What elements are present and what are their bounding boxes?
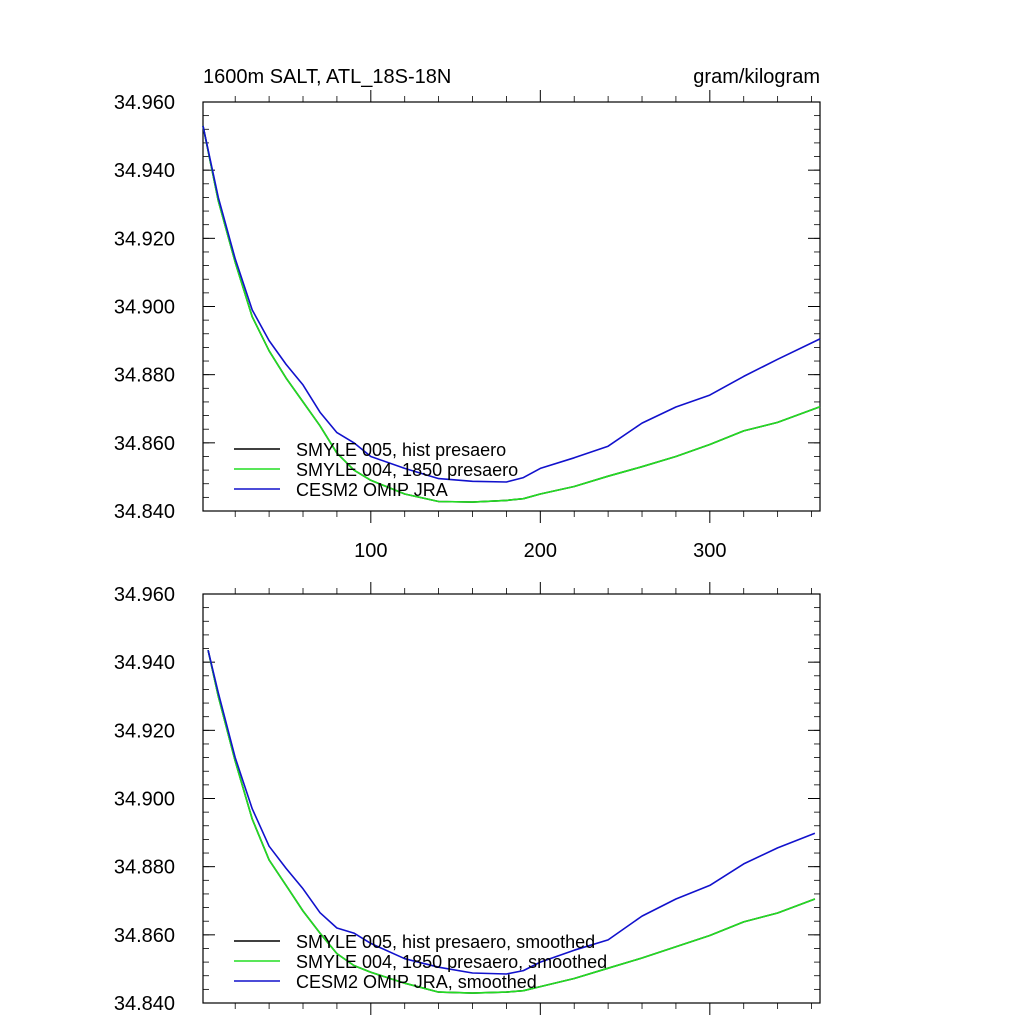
top-panel: 34.960 34.940 34.920 34.900 34.880 34.860 34.8… xyxy=(114,90,821,562)
legend-label: SMYLE 004, 1850 presaero xyxy=(296,460,518,480)
y-tick-label: 34.960 xyxy=(114,584,175,606)
legend-label: CESM2 OMIP JRA xyxy=(296,480,448,500)
y-tick-label: 34.840 xyxy=(114,993,175,1015)
y-tick-label: 34.960 xyxy=(114,92,175,114)
legend-label: SMYLE 005, hist presaero, smoothed xyxy=(296,932,595,952)
y-tick-label: 34.900 xyxy=(114,297,175,319)
y-tick-label: 34.940 xyxy=(114,652,175,674)
y-tick-label: 34.880 xyxy=(114,365,175,387)
y-tick-label: 34.940 xyxy=(114,160,175,182)
y-tick-label: 34.860 xyxy=(114,925,175,947)
x-tick-label: 300 xyxy=(693,540,726,562)
series-line-3 xyxy=(207,650,816,975)
x-tick-label: 200 xyxy=(524,540,557,562)
series-line-3 xyxy=(202,125,821,483)
legend-label: SMYLE 005, hist presaero xyxy=(296,440,506,460)
y-tick-label: 34.840 xyxy=(114,501,175,523)
plot-units: gram/kilogram xyxy=(693,66,820,88)
y-tick-label: 34.900 xyxy=(114,789,175,811)
y-tick-label: 34.860 xyxy=(114,433,175,455)
y-tick-label: 34.920 xyxy=(114,228,175,250)
plot-title: 1600m SALT, ATL_18S-18N xyxy=(203,66,451,88)
legend-label: CESM2 OMIP JRA, smoothed xyxy=(296,972,537,992)
y-tick-label: 34.920 xyxy=(114,720,175,742)
y-tick-label: 34.880 xyxy=(114,857,175,879)
legend-label: SMYLE 004, 1850 presaero, smoothed xyxy=(296,952,607,972)
x-tick-label: 100 xyxy=(354,540,387,562)
bottom-panel: 34.960 34.940 34.920 34.900 34.880 34.860 34.8… xyxy=(114,582,821,1015)
series-line-2 xyxy=(202,125,821,503)
series-line-2 xyxy=(207,650,816,994)
